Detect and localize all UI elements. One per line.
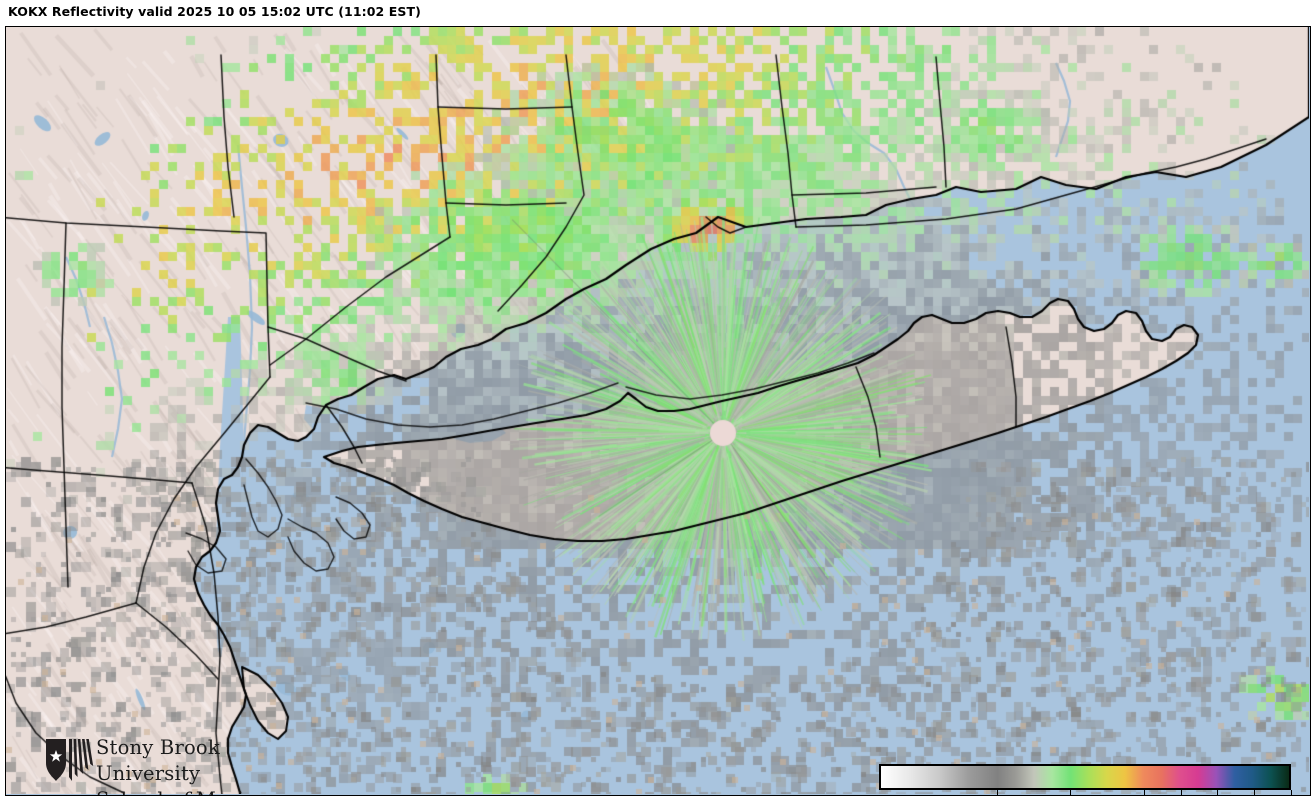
colorbar-tick: [1254, 790, 1256, 795]
colorbar-tick-label: 80: [1281, 795, 1300, 796]
colorbar-tick: [1217, 790, 1219, 795]
colorbar-tick: [1180, 790, 1182, 795]
colorbar-tick: [1143, 790, 1145, 795]
colorbar-tick-label: 0: [992, 795, 1002, 796]
radar-map-canvas[interactable]: [6, 27, 1309, 794]
colorbar-tick-label: 20: [1061, 795, 1080, 796]
colorbar-tick: [996, 790, 998, 795]
colorbar-tick-label: 70: [1245, 795, 1264, 796]
colorbar-tick-labels: 0204050607080: [879, 790, 1292, 796]
colorbar-tick-label: 50: [1171, 795, 1190, 796]
reflectivity-colorbar: 0204050607080: [879, 764, 1292, 795]
title-bar: KOKX Reflectivity valid 2025 10 05 15:02…: [0, 0, 1316, 26]
colorbar-tick-label: 60: [1208, 795, 1227, 796]
colorbar-gradient: [879, 764, 1291, 790]
colorbar-tick: [1070, 790, 1072, 795]
page-title: KOKX Reflectivity valid 2025 10 05 15:02…: [8, 4, 421, 19]
radar-map-frame[interactable]: 0204050607080 Stony Brook University Sch…: [5, 26, 1311, 796]
colorbar-tick-label: 40: [1134, 795, 1153, 796]
colorbar-tick: [1291, 790, 1292, 795]
